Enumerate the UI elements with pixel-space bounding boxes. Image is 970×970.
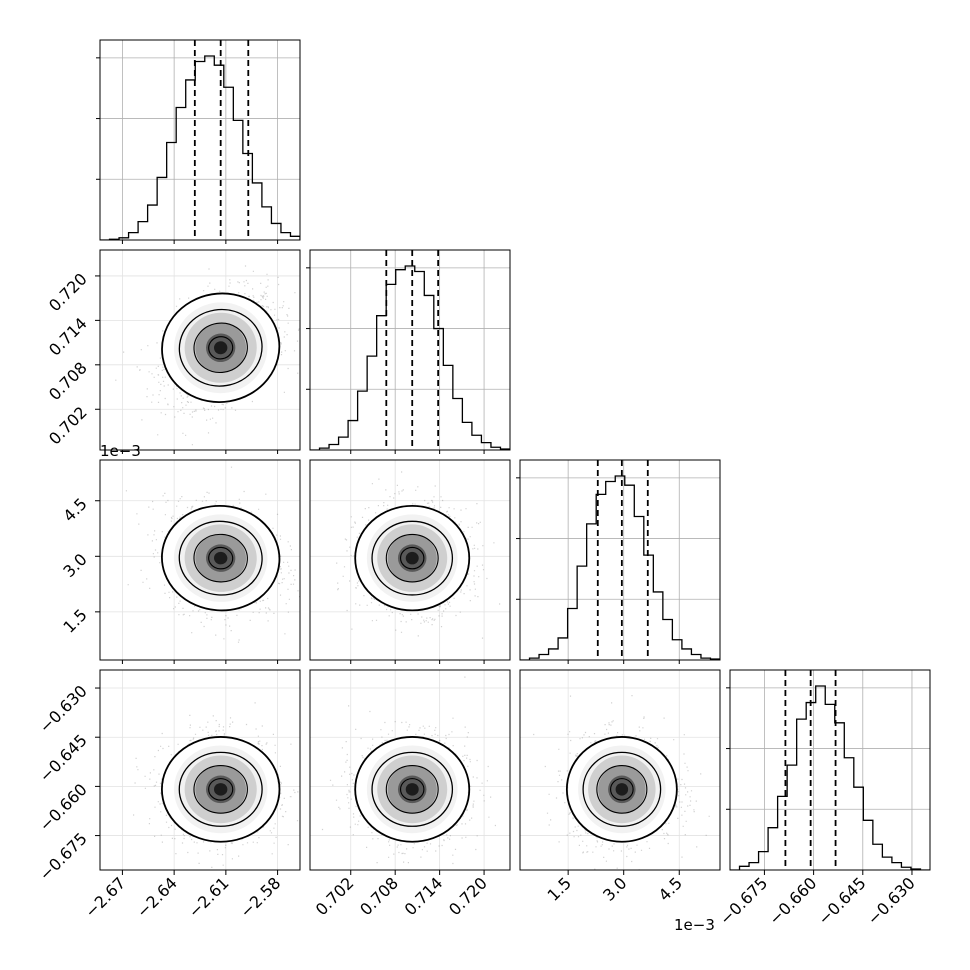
density-fill [405,783,419,796]
axes-frame [519,669,721,871]
contour-line [193,764,248,814]
y-tick-label: 0.702 [45,403,91,449]
x-tick-label: −2.58 [236,873,284,921]
contour-line [354,504,471,612]
histogram-step [310,265,510,450]
x-tick-label: 1.5 [544,873,575,904]
hist-panel-1 [306,249,511,451]
x-tick-label: 0.702 [312,873,358,919]
x-tick-label: −2.64 [133,873,181,921]
y-tick-label: 0.720 [45,269,91,315]
x-offset-label: 1e−3 [674,916,715,934]
density-fill [405,551,419,565]
contour-line [178,308,263,387]
contour-line [178,751,263,827]
x-tick-label: 0.714 [401,873,447,919]
histogram-step [100,55,300,240]
contour-line [400,546,425,570]
contour-line [371,751,454,827]
contour-line [354,736,471,843]
y-tick-label: 0.714 [45,314,91,360]
contour-line [161,292,281,403]
contour-line [371,520,454,596]
contour-line [160,736,281,843]
histogram-step [730,685,930,870]
density-fill [615,783,629,796]
density-fill [214,341,228,355]
contour-line [596,764,648,814]
axes-frame [309,249,511,451]
contour-line [161,504,281,612]
axes-frame [309,459,511,661]
x-tick-label: 4.5 [655,873,686,904]
axes-frame [99,669,301,871]
x-tick-label: −0.675 [716,873,771,928]
contour-line [565,736,678,843]
x-tick-label: −2.61 [185,873,233,921]
x-tick-label: −2.67 [81,873,129,921]
contour-line [178,520,263,596]
contour-line [208,778,234,801]
axes-frame [99,249,301,451]
x-tick-label: 0.720 [445,873,491,919]
x-tick-label: −0.645 [814,873,869,928]
hist-panel-3 [726,669,931,871]
y-tick-label: −0.645 [36,731,91,786]
contour-line [385,533,439,583]
axes-frame [519,459,721,661]
contour-line [385,764,439,814]
x-tick-label: −0.660 [765,873,820,928]
y-offset-label: 1e−3 [100,442,141,460]
y-tick-label: −0.675 [36,829,91,884]
y-tick-label: 1.5 [59,605,90,636]
contour-line [610,778,634,801]
x-tick-label: −0.630 [863,873,918,928]
contour-line [193,322,248,374]
hist-panel-0 [96,39,301,241]
hist-panel-2 [516,459,721,661]
axes-frame [99,39,301,241]
contour-line [208,336,234,360]
contour-line [193,533,248,583]
y-tick-label: 4.5 [59,494,90,525]
axes-frame [99,459,301,661]
density-panel-1-0 [99,249,301,451]
density-fill [214,551,228,565]
histogram-step [520,475,720,660]
x-tick-label: 3.0 [599,873,630,904]
axes-frame [309,669,511,871]
contour-line [400,778,425,801]
contour-line [582,751,662,827]
density-panel-2-0 [99,459,301,661]
x-tick-label: 0.708 [356,873,402,919]
density-fill [214,783,228,796]
density-panel-2-1 [309,459,511,661]
y-tick-label: 3.0 [59,550,90,581]
y-tick-label: −0.630 [36,681,91,736]
y-tick-label: 0.708 [45,358,91,404]
density-panel-3-2 [519,669,721,871]
contour-line [208,546,234,570]
density-panel-3-0 [99,669,301,871]
axes-frame [729,669,931,871]
y-tick-label: −0.660 [36,780,91,835]
density-panel-3-1 [309,669,511,871]
